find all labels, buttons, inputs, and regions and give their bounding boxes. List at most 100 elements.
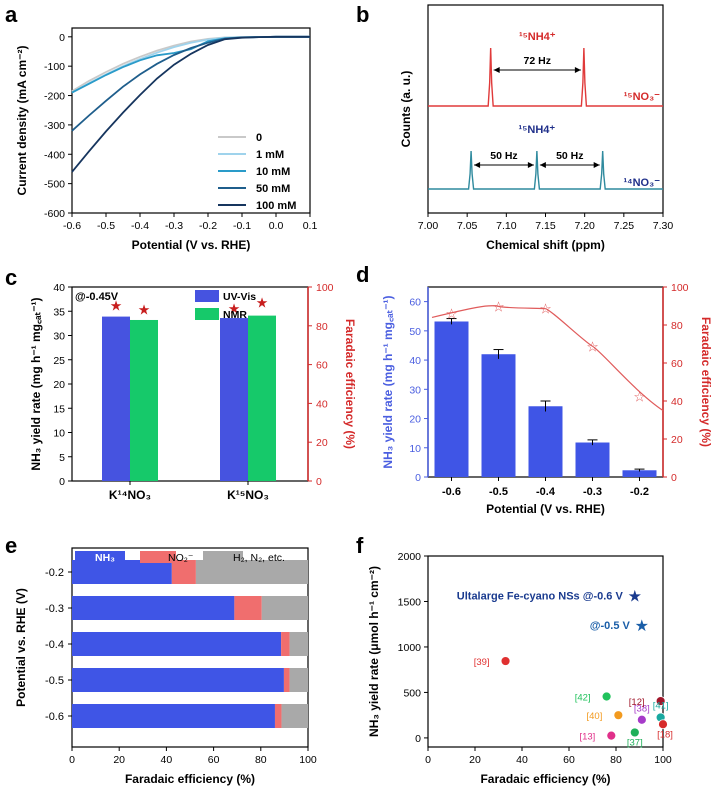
panel-d-y2tick-label: 20 [671,434,683,446]
panel-f-point-label: [40] [586,711,602,722]
panel-a-xtick-label: -0.6 [63,220,81,232]
panel-a-legend-label: 10 mM [256,166,290,178]
panel-b-split-label: 50 Hz [490,150,517,162]
panel-f-point-label: [37] [627,737,643,748]
panel-b-xtick-label: 7.25 [614,220,635,232]
panel-e-legend-swatch [75,551,125,563]
panel-d-ytick-label: 30 [409,384,421,396]
panel-e-bar-segment [171,560,196,584]
panel-b-xtick-label: 7.20 [574,220,595,232]
panel-f-point [655,696,666,706]
panel-c-legend-swatch [195,290,219,302]
panel-f-point-label: [39] [474,657,490,668]
panel-b-split-label: 72 Hz [524,55,551,67]
panel-f-xtick-label: 60 [563,754,575,766]
panel-f-point [601,691,612,702]
panel-c-fe-star: ★ [256,295,269,311]
panel-label-d: d [356,262,369,287]
panel-e-legend-label: NO₂⁻ [168,552,194,564]
panel-f-star-label: @-0.5 V [590,620,631,632]
panel-b-xtick-label: 7.10 [496,220,517,232]
panel-a-series-line [71,35,310,94]
panel-a-legend-label: 1 mM [256,149,284,161]
panel-e-bar-segment [281,704,308,728]
panel-d-fe-star: ☆ [539,301,552,317]
panel-a-series-line [71,35,310,132]
panel-e-xtick-label: 80 [255,754,267,766]
panel-f-ytick-label: 1500 [398,596,422,608]
panel-c-legend-label: UV-Vis [223,291,256,303]
panel-e-xtick-label: 100 [299,754,317,766]
panel-e-ytick-label: -0.4 [45,639,64,651]
panel-e-legend-swatch [203,551,243,563]
panel-c-annotation: @-0.45V [75,291,119,303]
panel-c-ytick-label: 20 [53,379,65,391]
panel-d-fe-curve [431,305,664,411]
panel-d-bar [575,442,610,477]
panel-b-xlabel: Chemical shift (ppm) [486,238,605,252]
panel-e-xtick-label: 60 [208,754,220,766]
panel-c-bar [102,316,130,481]
panel-b-spectrum-14 [428,150,663,190]
panel-c-category-label: K¹⁵NO₃ [227,488,269,502]
panel-a-xtick-label: -0.3 [165,220,183,232]
panel-f-frame [427,555,664,748]
panel-f-star-marker: ★ [635,618,649,635]
panel-e-ytick-label: -0.2 [45,567,64,579]
panel-a-ytick-label: -600 [44,208,65,220]
panel-e-xtick-label: 20 [113,754,125,766]
panel-f-star-marker: ★ [628,589,642,606]
panel-a-ytick-label: -300 [44,120,65,132]
panel-e-xtick-label: 40 [161,754,173,766]
panel-c-fe-star: ★ [110,297,123,313]
panel-e-bar-segment [234,596,262,620]
panel-a-legend-label: 50 mM [256,183,290,195]
panel-e-bar-segment [72,560,172,584]
panel-d-fe-star: ☆ [492,298,505,314]
panel-f-point-label: [38] [634,704,650,715]
panel-f-xtick-label: 100 [654,754,672,766]
panel-c-ytick-label: 40 [53,282,65,294]
panel-c-category-label: K¹⁴NO₃ [109,488,151,502]
panel-a-xtick-label: -0.2 [199,220,217,232]
panel-f-point [613,710,624,721]
panel-d-ylabel: NH₃ yield rate (mg h⁻¹ mg꜀ₐₜ⁻¹) [381,295,395,468]
panel-e-legend-swatch [140,551,176,563]
panel-d-bar [622,470,657,477]
panel-f-ytick-label: 500 [403,687,421,699]
panel-d-ytick-label: 40 [409,355,421,367]
panel-f-point-label: [12] [629,697,645,708]
panel-e-bar-segment [281,632,290,656]
panel-d-fe-star: ☆ [445,306,458,322]
panel-c-ytick-label: 10 [53,428,65,440]
panel-a-ytick-label: 0 [59,32,65,44]
panel-label-b: b [356,2,369,27]
panel-e-bar-segment [289,632,308,656]
panel-b-xtick-label: 7.05 [457,220,478,232]
panel-a-xtick-label: 0.0 [269,220,284,232]
panel-c-ytick-label: 15 [53,403,65,415]
panel-e-bar-segment [72,632,282,656]
panel-d-y2label: Faradaic efficiency (%) [699,317,711,447]
panel-c-ytick-label: 25 [53,355,65,367]
panel-c-y2tick-label: 80 [316,321,328,333]
panel-label-a: a [5,2,18,27]
panel-d-ytick-label: 20 [409,414,421,426]
panel-d-xtick-label: -0.6 [442,486,461,498]
panel-f-point [629,727,640,738]
panel-d-fe-star: ☆ [633,389,646,405]
panel-a-series-line [71,35,310,94]
panel-b-xtick-label: 7.00 [418,220,439,232]
panel-f-point [658,719,668,730]
panel-e-bar-segment [72,704,275,728]
panel-e-xtick-label: 0 [69,754,75,766]
panel-f-point-label: [13] [579,732,595,743]
panel-e-legend-label: H₂, N₂, etc. [233,552,285,564]
panel-a-xtick-label: -0.4 [131,220,149,232]
panel-e-bar-segment [195,560,308,584]
panel-a-legend-label: 0 [256,132,262,144]
panel-f-point-label: [41] [653,700,669,711]
panel-c-y2tick-label: 60 [316,360,328,372]
panel-d-xtick-label: -0.4 [536,486,556,498]
panel-d-xtick-label: -0.3 [583,486,602,498]
